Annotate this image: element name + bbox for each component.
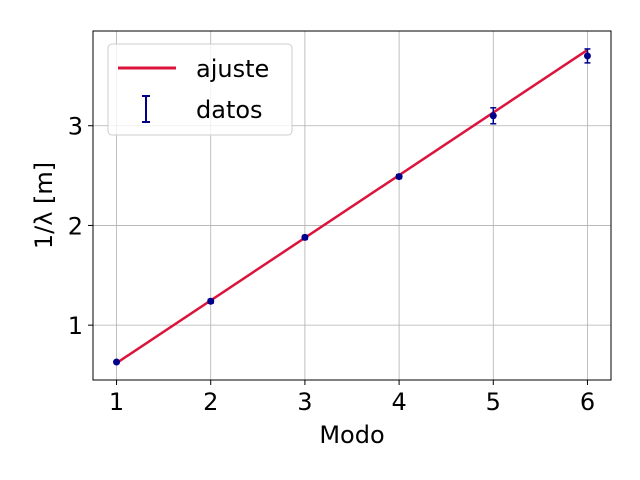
fit-line-ajuste	[115, 48, 589, 365]
axis-ticks: 1 2 3 4 5 6 1 2 3	[68, 113, 595, 416]
x-tick-label: 3	[297, 388, 312, 416]
plot-frame	[92, 30, 612, 381]
y-tick-label: 2	[68, 212, 83, 240]
data-marker	[113, 358, 121, 366]
data-point	[489, 107, 497, 125]
y-axis-label: 1/λ [m]	[30, 162, 58, 249]
x-axis-label: Modo	[319, 421, 384, 449]
legend-swatch-datos	[142, 95, 150, 123]
plot-series	[113, 48, 591, 366]
legend-label-datos: datos	[196, 96, 263, 124]
data-marker	[489, 112, 497, 120]
data-marker	[395, 173, 403, 181]
data-point	[583, 48, 591, 64]
x-tick-label: 5	[486, 388, 501, 416]
x-tick-label: 1	[109, 388, 124, 416]
legend-label-ajuste: ajuste	[196, 55, 269, 83]
x-tick-label: 6	[580, 388, 595, 416]
data-marker	[207, 297, 215, 305]
x-tick-label: 4	[391, 388, 406, 416]
y-tick-label: 1	[68, 312, 83, 340]
data-marker	[301, 233, 309, 241]
x-tick-label: 2	[203, 388, 218, 416]
y-tick-label: 3	[68, 113, 83, 141]
legend: ajuste datos	[107, 43, 293, 136]
data-point	[301, 233, 309, 241]
data-marker	[583, 52, 591, 60]
data-point	[207, 297, 215, 305]
data-point	[395, 173, 403, 181]
data-point	[113, 358, 121, 366]
